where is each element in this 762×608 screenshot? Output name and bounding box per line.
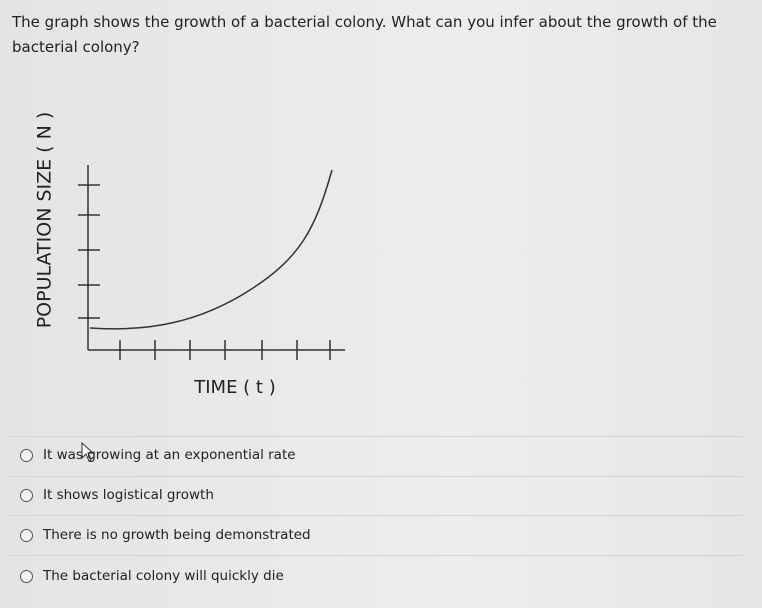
option[interactable]: There is no growth being demonstrated: [20, 523, 311, 547]
growth-curve: [89, 169, 333, 330]
radio-button[interactable]: [20, 488, 33, 502]
radio-button[interactable]: [20, 569, 33, 583]
separator: [10, 436, 745, 437]
separator: [10, 515, 745, 516]
separator: [10, 476, 745, 477]
separator: [10, 555, 745, 556]
option[interactable]: The bacterial colony will quickly die: [20, 564, 284, 588]
option-label: It was growing at an exponential rate: [43, 447, 296, 463]
radio-button[interactable]: [20, 448, 33, 462]
option-label: It shows logistical growth: [43, 487, 214, 503]
radio-button[interactable]: [20, 528, 33, 542]
y-axis-label: POPULATION SIZE ( N ): [34, 112, 56, 329]
x-axis-label: TIME ( t ): [193, 377, 275, 398]
graph-axes: [78, 165, 345, 360]
question-text: The graph shows the growth of a bacteria…: [12, 13, 717, 56]
option-label: The bacterial colony will quickly die: [43, 568, 284, 584]
option-label: There is no growth being demonstrated: [43, 527, 311, 543]
option[interactable]: It was growing at an exponential rate: [20, 443, 296, 467]
mouse-cursor: [81, 441, 95, 462]
option[interactable]: It shows logistical growth: [20, 483, 214, 507]
